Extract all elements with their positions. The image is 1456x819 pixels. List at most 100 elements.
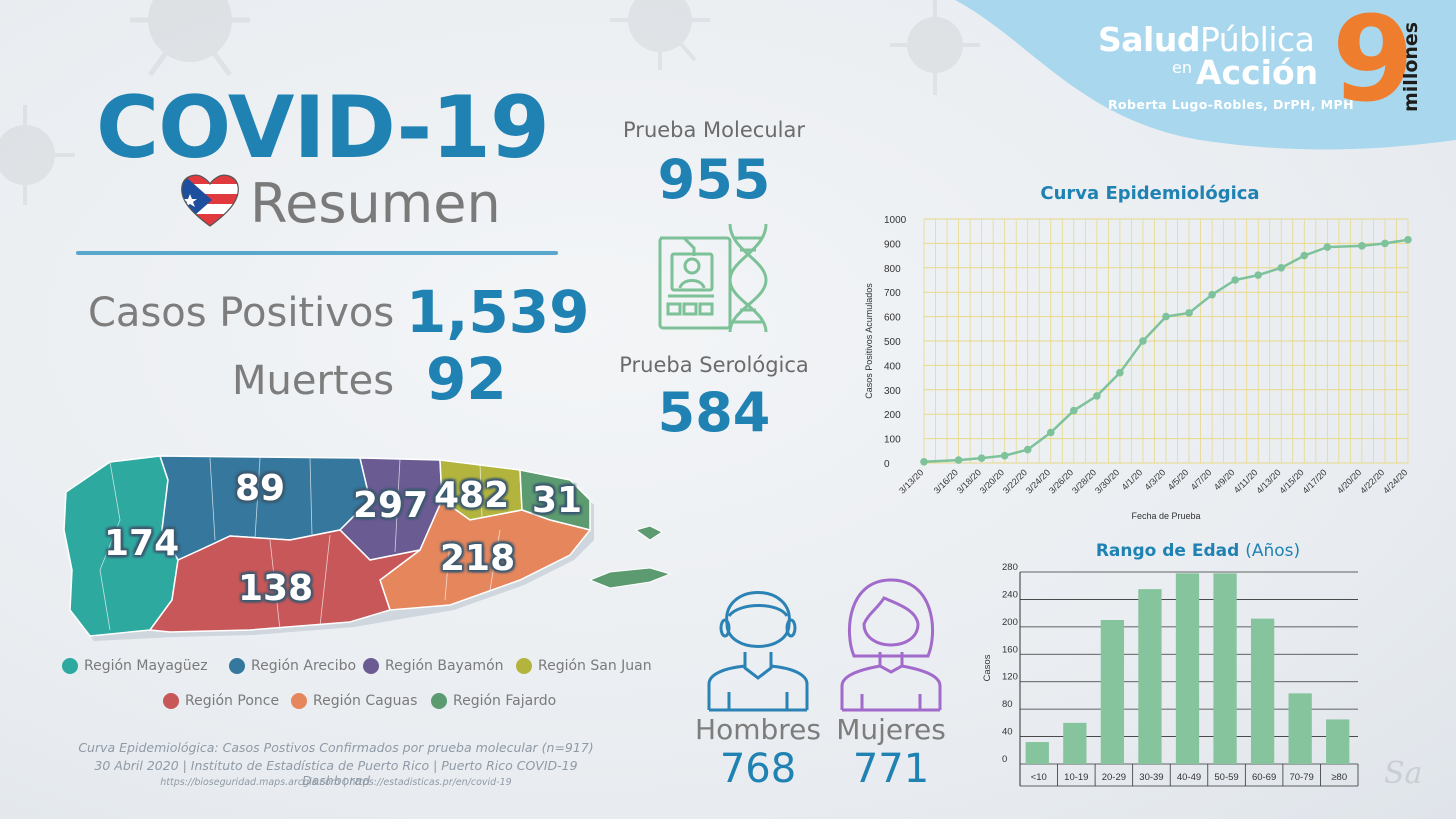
x-tick-label: 4/24/20	[1381, 467, 1409, 495]
prueba-serologica-value: 584	[657, 381, 771, 444]
legend-label: Región Bayamón	[385, 658, 504, 674]
y-tick-label: 160	[1002, 644, 1018, 655]
legend-dot	[363, 658, 379, 674]
age-range-chart: 0 40 80 120 160 200 240 280 Casos <10 10-19 20-29 30…	[982, 562, 1359, 787]
line-chart-title: Curva Epidemiológica	[1040, 183, 1260, 204]
x-tick-label: ≥80	[1331, 772, 1347, 783]
bar-chart-title-main: Rango de Edad	[1095, 541, 1240, 561]
x-tick-label: 3/30/20	[1093, 467, 1121, 495]
x-tick-label: 4/15/20	[1277, 467, 1305, 495]
data-point	[1208, 290, 1216, 299]
x-tick-label: 3/24/20	[1024, 467, 1052, 495]
bar	[1138, 589, 1162, 764]
x-tick-label: 4/1/20	[1120, 467, 1145, 492]
muertes-label: Muertes	[232, 358, 395, 404]
x-tick-label: 4/20/20	[1335, 467, 1363, 495]
y-tick-label: 400	[884, 361, 901, 372]
data-point	[1000, 451, 1009, 460]
y-tick-label: 0	[884, 459, 890, 470]
legend-label: Región Arecibo	[251, 658, 357, 674]
x-tick-label: 3/28/20	[1070, 467, 1098, 495]
y-tick-label: 80	[1002, 699, 1013, 710]
x-axis-label: Fecha de Prueba	[1131, 511, 1200, 521]
man-icon	[707, 591, 809, 712]
x-tick-label: 4/22/20	[1358, 467, 1386, 495]
y-tick-label: 800	[884, 264, 901, 275]
legend-dot	[516, 658, 532, 674]
legend-label: Región Fajardo	[453, 693, 557, 709]
x-tick-label: 60-69	[1252, 772, 1276, 783]
map-value-ponce: 138	[238, 568, 314, 609]
data-point	[1254, 271, 1262, 279]
bar	[1175, 573, 1200, 764]
x-tick-label: 3/26/20	[1047, 467, 1075, 495]
data-point	[1070, 406, 1078, 415]
bar	[1288, 693, 1312, 764]
y-tick-label: 700	[884, 288, 901, 299]
y-tick-label: 0	[1002, 754, 1007, 765]
data-point	[1404, 235, 1412, 244]
legend-arecibo: Región Arecibo	[229, 658, 356, 674]
x-tick-label: 4/5/20	[1166, 467, 1191, 492]
bar	[1025, 742, 1049, 764]
bar	[1063, 722, 1087, 764]
prueba-molecular-value: 955	[657, 148, 771, 211]
data-point	[1231, 276, 1239, 284]
x-tick-label: 4/3/20	[1143, 467, 1168, 492]
data-point	[920, 457, 928, 466]
map-value-mayaguez: 174	[104, 523, 180, 564]
legend-dot	[229, 658, 245, 674]
legend-dot	[62, 658, 78, 674]
y-tick-label: 40	[1002, 727, 1013, 738]
page-subtitle: Resumen	[250, 172, 501, 235]
data-point	[1185, 309, 1193, 317]
y-tick-label: 200	[1002, 617, 1018, 628]
virus-decoration-icon	[130, 0, 250, 77]
virus-decoration-icon	[0, 105, 75, 205]
y-tick-label: 240	[1002, 589, 1018, 600]
y-tick-label: 900	[884, 239, 901, 250]
legend-label: Región Mayagüez	[84, 658, 208, 674]
brand-accion: Acción	[1196, 53, 1319, 92]
x-tick-label: 40-49	[1177, 772, 1201, 783]
data-point	[954, 456, 963, 464]
signature-logo: Sa	[1384, 756, 1423, 791]
bar	[1326, 719, 1350, 764]
legend-label: Región Ponce	[185, 693, 280, 709]
brand-en: en	[1172, 58, 1192, 77]
casos-positivos-value: 1,539	[406, 278, 590, 346]
data-point	[1162, 312, 1170, 321]
x-tick-label: <10	[1031, 772, 1047, 783]
bar	[1250, 618, 1275, 764]
legend-label: Región Caguas	[313, 693, 418, 709]
map-value-caguas: 218	[440, 538, 516, 579]
x-tick-label: 20-29	[1102, 772, 1126, 783]
legend-fajardo: Región Fajardo	[431, 693, 556, 709]
bar-chart-title-unit: (Años)	[1245, 541, 1301, 561]
puerto-rico-flag-heart-icon	[181, 174, 239, 227]
legend-san-juan: Región San Juan	[516, 658, 652, 674]
y-tick-label: 600	[884, 313, 901, 324]
brand-millones: millones	[1400, 21, 1422, 112]
y-tick-label: 1000	[884, 215, 907, 226]
y-tick-label: 280	[1002, 562, 1018, 573]
legend-dot	[431, 693, 447, 709]
data-point	[1358, 242, 1366, 250]
dna-test-icon	[658, 223, 768, 333]
virus-decoration-icon	[610, 0, 710, 70]
data-point	[1381, 239, 1389, 248]
x-tick-label: 3/18/20	[955, 467, 983, 495]
x-tick-label: 3/22/20	[1001, 467, 1029, 495]
source-note-2: 30 Abril 2020 | Instituto de Estadística…	[94, 758, 578, 788]
brand-author: Roberta Lugo-Robles, DrPH, MPH	[1108, 97, 1354, 112]
prueba-molecular-label: Prueba Molecular	[623, 118, 805, 142]
hombres-value: 768	[719, 746, 797, 792]
data-point	[1023, 445, 1032, 454]
virus-decoration-icon	[890, 0, 980, 95]
brand-nine: 9	[1332, 0, 1415, 128]
brand-salud: Salud	[1098, 20, 1200, 59]
muertes-value: 92	[426, 345, 507, 413]
x-tick-label: 4/13/20	[1254, 467, 1282, 495]
data-point	[1139, 337, 1147, 345]
y-axis-label: Casos	[982, 654, 993, 681]
